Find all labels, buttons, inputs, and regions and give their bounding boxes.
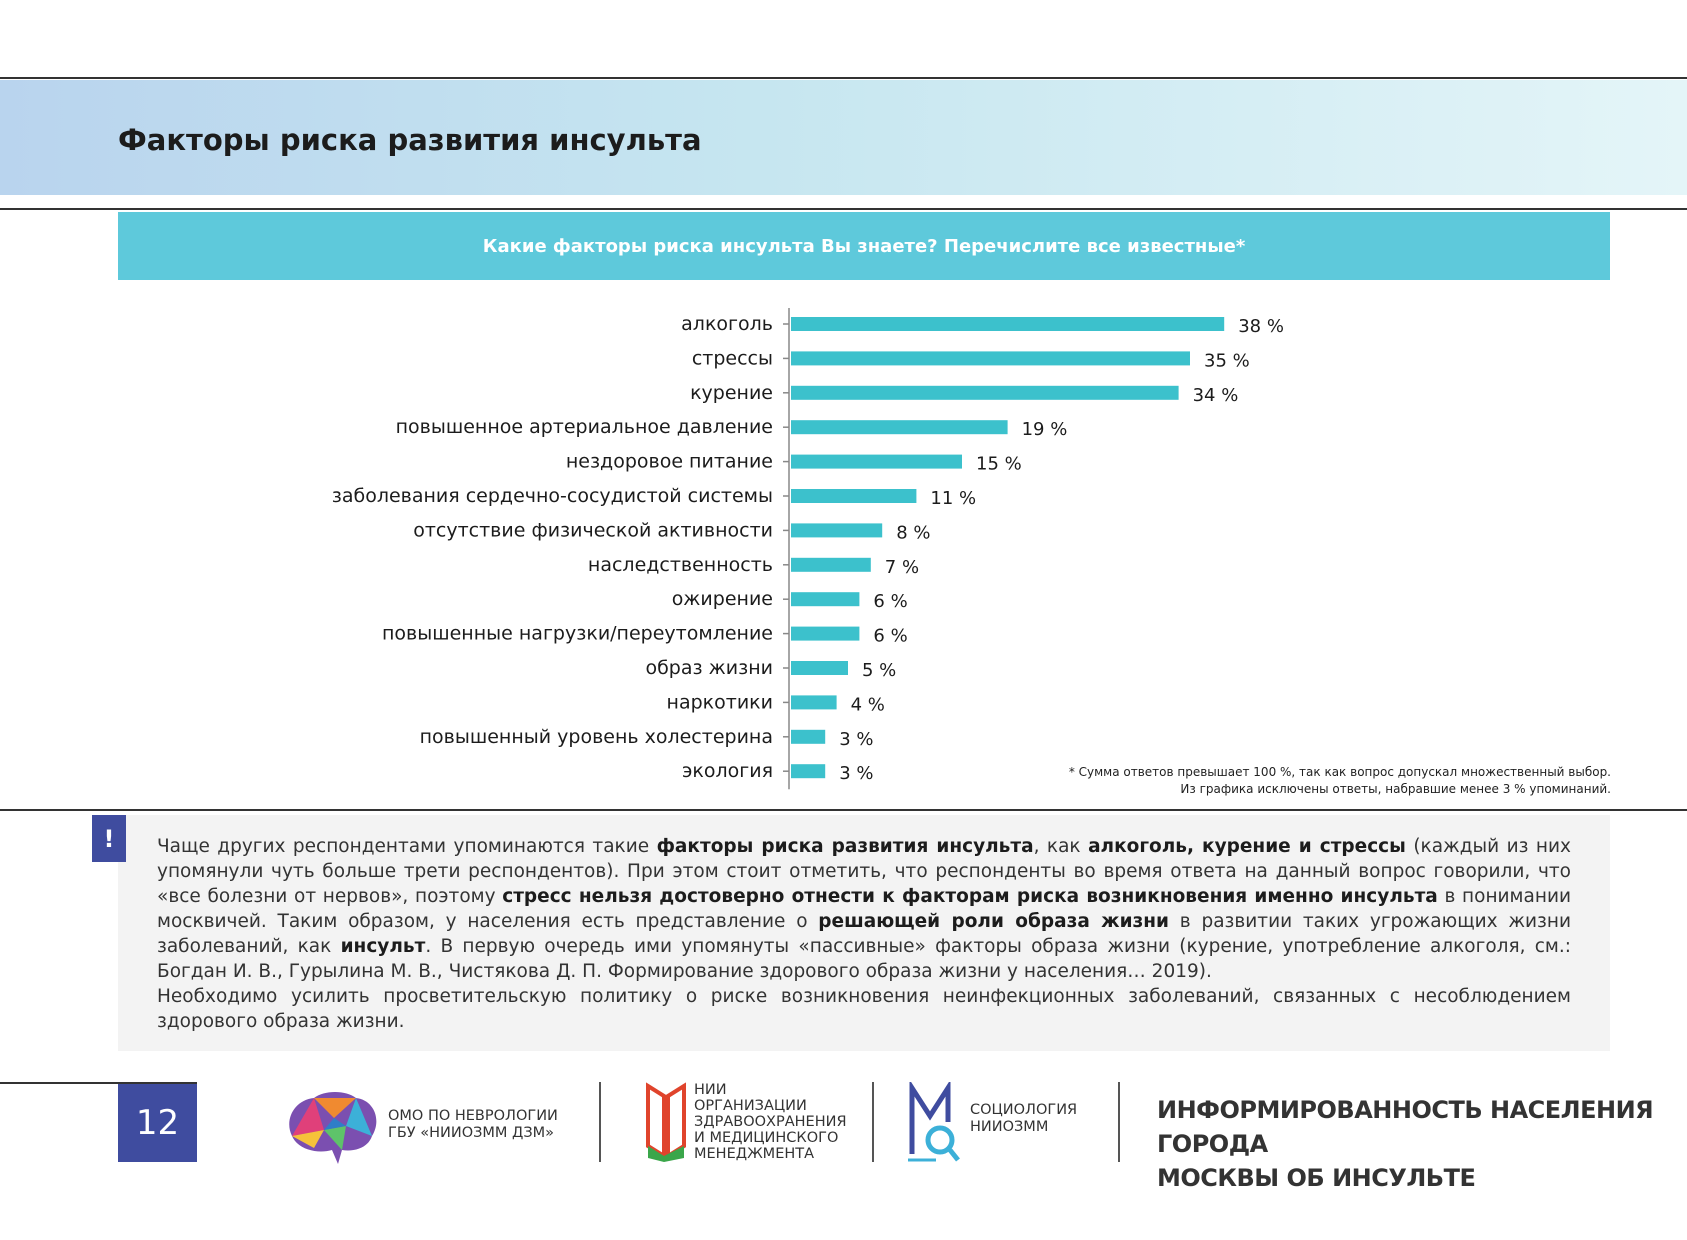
book-logo-icon — [646, 1082, 686, 1162]
category-label: наследственность — [588, 554, 773, 576]
category-label: отсутствие физической активности — [413, 519, 773, 541]
bar — [791, 351, 1190, 366]
bar-chart: алкоголь 38 % стрессы 35 % курение 34 % повыше… — [332, 308, 1284, 790]
category-label: образ жизни — [645, 657, 773, 679]
value-label: 5 % — [862, 660, 896, 681]
bar — [791, 557, 871, 572]
footer-separator-2 — [872, 1082, 874, 1162]
bar — [791, 454, 962, 469]
page-number-rule — [0, 1082, 197, 1084]
bar — [791, 626, 860, 641]
info-text: Чаще других респондентами упоминаются та… — [157, 834, 1571, 1034]
page-number: 12 — [118, 1084, 197, 1162]
value-label: 7 % — [885, 557, 919, 578]
info-paragraph-2: Необходимо усилить просветительскую поли… — [157, 986, 1571, 1032]
category-label: нездоровое питание — [566, 451, 773, 473]
info-run: , как — [1033, 836, 1089, 857]
category-label: экология — [682, 760, 773, 782]
info-emphasis: стресс нельзя достоверно отнести к факто… — [502, 886, 1438, 907]
value-label: 3 % — [839, 763, 873, 784]
value-label: 11 % — [930, 488, 976, 509]
page-title: Факторы риска развития инсульта — [118, 123, 702, 157]
bar — [791, 764, 826, 779]
brain-logo-icon — [289, 1092, 377, 1164]
info-run: в понимании москвичей. Таким образом, у … — [157, 886, 1571, 932]
category-label: стрессы — [692, 347, 773, 369]
exclamation-icon: ! — [92, 815, 126, 862]
info-box — [118, 815, 1610, 1051]
value-label: 38 % — [1238, 316, 1284, 337]
value-label: 8 % — [896, 522, 930, 543]
info-paragraph-1: Чаще других респондентами упоминаются та… — [157, 834, 1571, 984]
bar — [791, 317, 1225, 331]
category-label: повышенные нагрузки/переутомление — [382, 623, 773, 645]
top-rule — [0, 77, 1687, 79]
chart-bottom-rule — [0, 809, 1687, 811]
value-label: 34 % — [1193, 385, 1239, 406]
info-emphasis: алкоголь, курение и стрессы — [1088, 836, 1406, 857]
value-label: 19 % — [1022, 419, 1068, 440]
footnote-line-1: * Сумма ответов превышает 100 %, так как… — [1068, 765, 1611, 779]
value-label: 35 % — [1204, 350, 1250, 371]
info-run: . В первую очередь ими упомянуты «пассив… — [157, 936, 1571, 982]
category-label: наркотики — [667, 691, 773, 713]
header-bottom-rule — [0, 208, 1687, 210]
value-label: 6 % — [873, 626, 907, 647]
category-label: повышенное артериальное давление — [396, 416, 773, 438]
category-label: курение — [690, 382, 773, 404]
report-title: ИНФОРМИРОВАННОСТЬ НАСЕЛЕНИЯ ГОРОДА МОСКВ… — [1157, 1096, 1654, 1192]
category-label: алкоголь — [681, 313, 773, 335]
sociology-logo-icon — [908, 1082, 960, 1162]
value-label: 4 % — [851, 694, 885, 715]
logo2-text: НИИ ОРГАНИЗАЦИИ ЗДРАВООХРАНЕНИЯ И МЕДИЦИ… — [694, 1082, 847, 1162]
info-run: (каждый из них упомянули чуть больше тре… — [157, 836, 1571, 907]
category-label: ожирение — [672, 588, 773, 610]
value-label: 3 % — [839, 729, 873, 750]
value-label: 6 % — [873, 591, 907, 612]
info-emphasis: факторы риска развития инсульта — [656, 836, 1034, 857]
header-band — [0, 80, 1687, 195]
bar — [791, 729, 826, 744]
category-label: заболевания сердечно-сосудистой системы — [332, 485, 773, 507]
category-label: повышенный уровень холестерина — [420, 726, 773, 748]
bar — [791, 420, 1008, 435]
logo1-text: ОМО ПО НЕВРОЛОГИИ ГБУ «НИИОЗММ ДЗМ» — [388, 1108, 558, 1141]
question-bar: Какие факторы риска инсульта Вы знаете? … — [118, 212, 1610, 280]
info-run: Чаще других респондентами упоминаются та… — [157, 836, 657, 857]
bar — [791, 489, 917, 503]
bar — [791, 695, 837, 710]
info-emphasis: решающей роли образа жизни — [818, 911, 1170, 932]
question-text: Какие факторы риска инсульта Вы знаете? … — [482, 235, 1246, 257]
footer-separator-3 — [1118, 1082, 1120, 1162]
footnote-line-2: Из графика исключены ответы, набравшие м… — [1180, 782, 1611, 796]
chart-footnote: * Сумма ответов превышает 100 %, так как… — [1069, 764, 1611, 798]
bar — [791, 523, 883, 538]
value-label: 15 % — [976, 454, 1022, 475]
bar — [791, 385, 1179, 400]
bar — [791, 592, 860, 607]
info-run: в развитии таких угрожающих жизни заболе… — [157, 911, 1571, 957]
logo3-text: СОЦИОЛОГИЯ НИИОЗММ — [970, 1102, 1078, 1135]
bar — [791, 661, 848, 675]
footer-separator-1 — [599, 1082, 601, 1162]
info-emphasis: инсульт — [340, 936, 426, 957]
